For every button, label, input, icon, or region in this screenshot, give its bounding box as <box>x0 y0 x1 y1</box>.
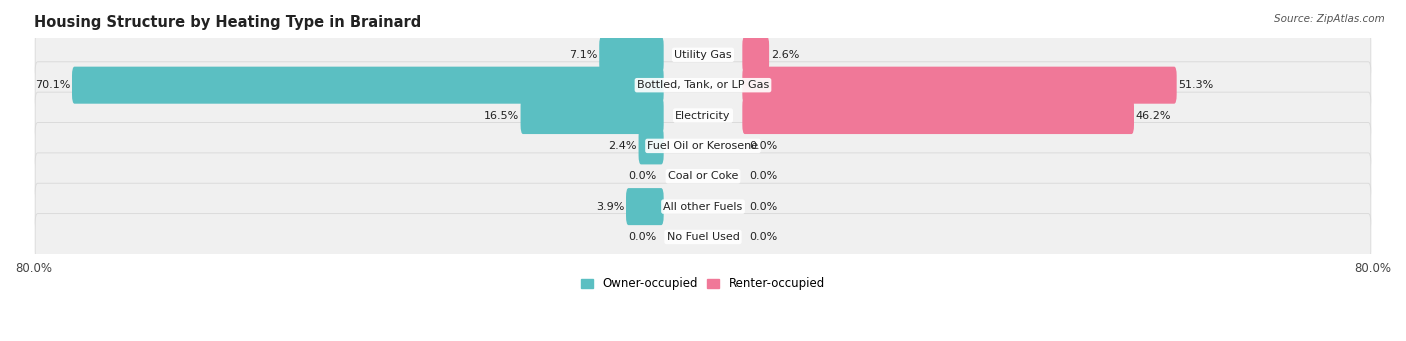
FancyBboxPatch shape <box>35 31 1371 78</box>
Text: Electricity: Electricity <box>675 110 731 120</box>
FancyBboxPatch shape <box>638 128 664 164</box>
Text: Source: ZipAtlas.com: Source: ZipAtlas.com <box>1274 14 1385 24</box>
Text: 2.4%: 2.4% <box>609 141 637 151</box>
Text: Coal or Coke: Coal or Coke <box>668 171 738 181</box>
Text: Bottled, Tank, or LP Gas: Bottled, Tank, or LP Gas <box>637 80 769 90</box>
Text: Fuel Oil or Kerosene: Fuel Oil or Kerosene <box>647 141 759 151</box>
Text: 70.1%: 70.1% <box>35 80 70 90</box>
Text: Housing Structure by Heating Type in Brainard: Housing Structure by Heating Type in Bra… <box>34 15 420 30</box>
Text: 0.0%: 0.0% <box>749 202 778 212</box>
Text: All other Fuels: All other Fuels <box>664 202 742 212</box>
FancyBboxPatch shape <box>520 97 664 134</box>
FancyBboxPatch shape <box>72 66 664 104</box>
FancyBboxPatch shape <box>35 92 1371 139</box>
FancyBboxPatch shape <box>626 188 664 225</box>
Legend: Owner-occupied, Renter-occupied: Owner-occupied, Renter-occupied <box>576 273 830 295</box>
FancyBboxPatch shape <box>742 66 1177 104</box>
Text: 0.0%: 0.0% <box>749 171 778 181</box>
FancyBboxPatch shape <box>742 36 769 73</box>
FancyBboxPatch shape <box>35 213 1371 261</box>
Text: 46.2%: 46.2% <box>1136 110 1171 120</box>
Text: 7.1%: 7.1% <box>569 50 598 60</box>
Text: 0.0%: 0.0% <box>749 141 778 151</box>
FancyBboxPatch shape <box>599 36 664 73</box>
Text: 0.0%: 0.0% <box>749 232 778 242</box>
FancyBboxPatch shape <box>35 62 1371 108</box>
FancyBboxPatch shape <box>742 97 1135 134</box>
Text: 2.6%: 2.6% <box>770 50 799 60</box>
FancyBboxPatch shape <box>35 183 1371 230</box>
FancyBboxPatch shape <box>35 122 1371 169</box>
Text: Utility Gas: Utility Gas <box>675 50 731 60</box>
Text: 16.5%: 16.5% <box>484 110 519 120</box>
Text: 0.0%: 0.0% <box>628 232 657 242</box>
Text: 51.3%: 51.3% <box>1178 80 1213 90</box>
Text: 0.0%: 0.0% <box>628 171 657 181</box>
Text: 3.9%: 3.9% <box>596 202 624 212</box>
Text: No Fuel Used: No Fuel Used <box>666 232 740 242</box>
FancyBboxPatch shape <box>35 153 1371 199</box>
